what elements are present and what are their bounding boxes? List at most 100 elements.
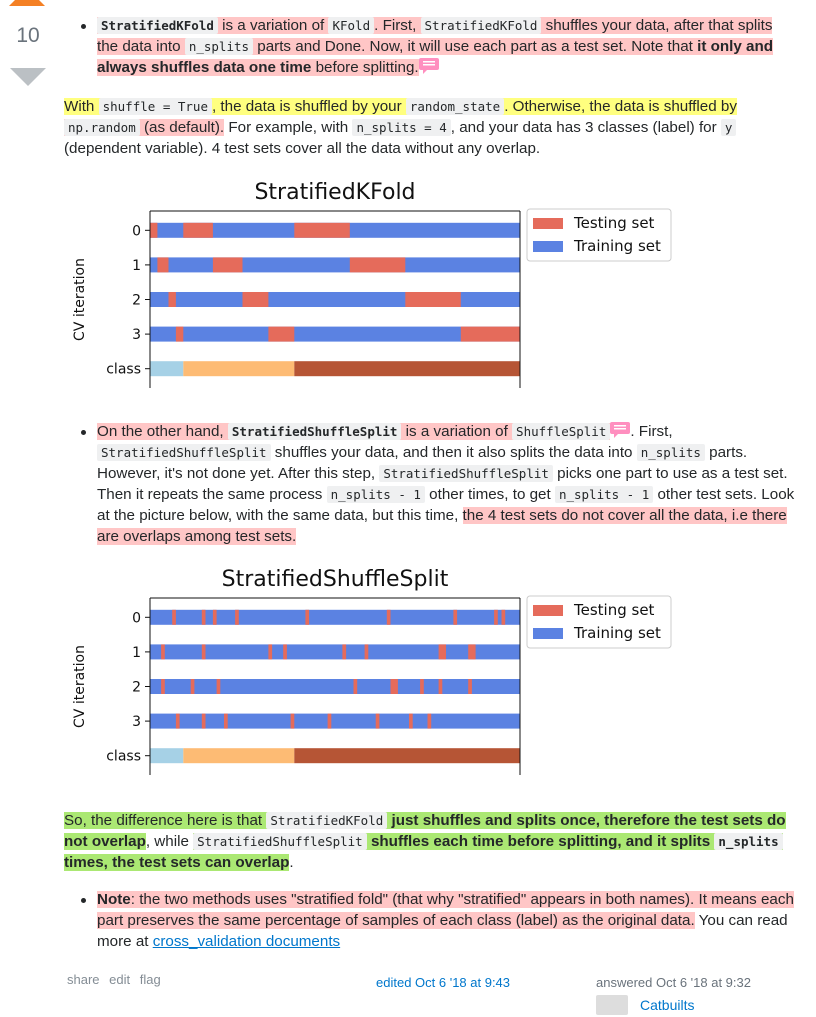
inline-code: n_splits = 4 [352, 119, 451, 136]
inline-code: random_state [405, 98, 505, 115]
y-tick-label: class [106, 362, 141, 378]
testing-segment [268, 326, 295, 342]
chart-title: StratifiedShuffleSplit [222, 567, 449, 592]
testing-segment [460, 326, 520, 342]
testing-segment [216, 679, 221, 694]
testing-segment [468, 679, 472, 694]
testing-segment [168, 292, 176, 307]
class-segment [294, 748, 520, 764]
legend-label-training: Training set [573, 624, 661, 642]
bullet [81, 898, 86, 903]
edit-link[interactable]: edit [109, 972, 131, 987]
training-bar [150, 292, 520, 307]
testing-segment [172, 609, 176, 625]
y-tick-label: 1 [132, 258, 141, 274]
class-segment [150, 361, 184, 377]
testing-segment [342, 644, 347, 660]
cross-validation-docs-link[interactable]: cross_validation documents [152, 933, 341, 950]
share-link[interactable]: share [67, 972, 100, 987]
training-bar [150, 609, 520, 625]
legend-label-testing: Testing set [573, 214, 655, 232]
inline-code: n_splits - 1 [326, 486, 425, 503]
testing-segment [438, 679, 443, 694]
training-bar [150, 679, 520, 694]
vote-column: 10 [0, 0, 56, 100]
upvote-arrow-icon[interactable] [9, 0, 45, 6]
bullet [81, 430, 86, 435]
y-tick-label: 0 [132, 610, 141, 626]
testing-segment [353, 679, 358, 694]
inline-code: StratifiedKFold [420, 17, 542, 34]
inline-code: KFold [328, 17, 375, 34]
training-bar [150, 326, 520, 342]
testing-segment [427, 713, 432, 729]
inline-code: np.random [64, 119, 140, 136]
testing-segment [438, 644, 446, 660]
testing-segment [201, 713, 206, 729]
post-menu: share edit flag [67, 972, 161, 987]
legend-swatch-training [533, 628, 563, 639]
testing-segment [349, 257, 406, 273]
testing-segment [405, 292, 461, 307]
y-tick-label: 2 [132, 293, 141, 309]
legend-swatch-testing [533, 605, 563, 616]
bullet [81, 24, 86, 29]
vote-count: 10 [16, 24, 40, 47]
testing-segment [268, 644, 273, 660]
testing-segment [224, 713, 228, 729]
user-name-link[interactable]: Catbuilts [640, 997, 695, 1013]
paragraph-difference-summary: So, the difference here is that Stratifi… [64, 812, 786, 871]
inline-code: y [720, 119, 737, 136]
y-tick-label: 3 [132, 327, 141, 343]
testing-segment [201, 644, 206, 660]
inline-code: ShuffleSplit [512, 423, 611, 440]
legend-label-training: Training set [573, 237, 661, 255]
training-bar [150, 257, 520, 273]
inline-code: StratifiedKFold [266, 812, 388, 829]
testing-segment [190, 679, 195, 694]
inline-code: n_splits - 1 [554, 486, 654, 503]
testing-segment [501, 609, 506, 625]
testing-segment [283, 644, 287, 660]
testing-segment [161, 679, 165, 694]
testing-segment [157, 257, 169, 273]
y-tick-label: 0 [132, 223, 141, 239]
comment-note-icon[interactable] [418, 58, 439, 74]
testing-segment [305, 609, 310, 625]
y-tick-label: class [106, 749, 141, 765]
testing-segment [161, 644, 165, 660]
testing-segment [183, 222, 213, 238]
testing-segment [150, 222, 158, 238]
paragraph-note: Note: the two methods uses "stratified f… [97, 891, 794, 950]
y-axis-label: CV iteration [72, 258, 88, 341]
edited-timestamp[interactable]: edited Oct 6 '18 at 9:43 [376, 975, 511, 990]
legend-swatch-training [533, 241, 563, 252]
testing-segment [375, 713, 380, 729]
paragraph-shuffle-explanation: With shuffle = True, the data is shuffle… [64, 98, 737, 157]
answered-timestamp: answered Oct 6 '18 at 9:32 [596, 975, 751, 990]
chart-stratified-kfold: StratifiedKFold CV iteration 0 1 2 3 class Test… [72, 180, 672, 388]
comment-note-icon[interactable] [610, 422, 631, 438]
class-segment [150, 748, 184, 764]
inline-code: n_splits [714, 833, 783, 850]
y-tick-label: 1 [132, 645, 141, 661]
legend-swatch-testing [533, 218, 563, 229]
testing-segment [453, 609, 458, 625]
class-segment [183, 361, 295, 377]
inline-code: StratifiedKFold [97, 17, 218, 34]
inline-code: StratifiedShuffleSplit [379, 465, 553, 482]
paragraph-stratified-shuffle-split: On the other hand, StratifiedShuffleSpli… [97, 422, 795, 545]
y-tick-label: 2 [132, 680, 141, 696]
testing-segment [494, 609, 498, 625]
paragraph-stratified-kfold: StratifiedKFold is a variation of KFold.… [97, 17, 774, 76]
flag-link[interactable]: flag [139, 972, 161, 987]
training-bar [150, 644, 520, 660]
downvote-arrow-icon[interactable] [10, 68, 46, 86]
user-avatar[interactable] [596, 995, 628, 1015]
testing-segment [386, 609, 391, 625]
inline-code: shuffle = True [98, 98, 212, 115]
y-tick-label: 3 [132, 714, 141, 730]
testing-segment [175, 326, 184, 342]
testing-segment [212, 257, 243, 273]
inline-code: StratifiedShuffleSplit [227, 423, 402, 440]
